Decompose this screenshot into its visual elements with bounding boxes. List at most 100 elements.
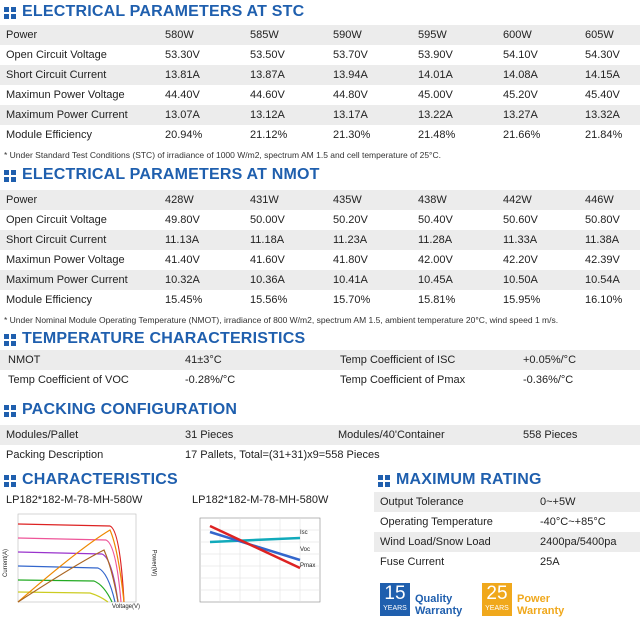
table-cell: 605W [585,29,614,41]
table-cell: Wind Load/Snow Load [380,536,491,548]
table-cell: 15.95% [503,294,541,306]
table-cell: 45.40V [585,89,620,101]
temp-curves [209,524,301,570]
axis-label: Power(W) [150,549,157,577]
table-cell: 31 Pieces [185,429,234,441]
table-cell: 21.48% [418,129,456,141]
table-cell: Short Circuit Current [6,69,107,81]
table-cell: 42.00V [418,254,453,266]
footnote: * Under Nominal Module Operating Tempera… [4,315,559,325]
table-cell: 14.15A [585,69,620,81]
table-row: Module Efficiency 15.45% 15.56% 15.70% 15.81… [0,290,640,310]
footnote: * Under Standard Test Conditions (STC) o… [4,150,441,160]
axis-label: Voltage(V) [112,604,141,610]
section-title: ELECTRICAL PARAMETERS AT NMOT [22,166,320,183]
table-row: Packing Description 17 Pallets, Total=(31… [0,445,640,465]
heading-icon [4,170,16,182]
table-cell: 10.45A [418,274,453,286]
table-cell: Maximum Power Current [6,274,128,286]
curve-label: Pmax [300,563,316,569]
table-cell: 590W [333,29,362,41]
table-cell: 13.17A [333,109,368,121]
table-cell: 11.38A [585,234,620,246]
table-cell: 580W [165,29,194,41]
table-cell: 13.94A [333,69,368,81]
warranty-badge: 15 YEARS [380,583,410,616]
table-row: Maximum Power Current 10.32A 10.36A 10.41A 1… [0,270,640,290]
table-cell: 595W [418,29,447,41]
table-cell: Temp Coefficient of Pmax [340,374,466,386]
heading-icon [4,7,16,19]
table-cell: Module Efficiency [6,294,93,306]
table-cell: 13.81A [165,69,200,81]
table-cell: 41.80V [333,254,368,266]
table-row: Open Circuit Voltage 53.30V 53.50V 53.70V 53… [0,45,640,65]
table-row: Short Circuit Current 11.13A 11.18A 11.23A 1… [0,230,640,250]
table-row: Wind Load/Snow Load 2400pa/5400pa [374,532,640,552]
table-cell: 42.20V [503,254,538,266]
table-row: Operating Temperature -40°C~+85°C [374,512,640,532]
table-cell: 53.90V [418,49,453,61]
table-cell: 558 Pieces [523,429,578,441]
table-cell: 442W [503,194,532,206]
table-cell: 14.01A [418,69,453,81]
warranty-badge: 25 YEARS [482,583,512,616]
table-cell: 585W [250,29,279,41]
table-cell: Maximum Power Current [6,109,128,121]
table-cell: 21.30% [333,129,371,141]
table-row: Maximun Power Voltage 41.40V 41.60V 41.80V 4… [0,250,640,270]
table-cell: Maximun Power Voltage [6,89,125,101]
table-cell: 21.84% [585,129,623,141]
table-cell: 44.40V [165,89,200,101]
table-cell: +0.05%/°C [523,354,577,366]
table-row: NMOT 41±3°C Temp Coefficient of ISC +0.05%/… [0,350,640,370]
table-cell: Packing Description [6,449,104,461]
table-cell: 50.60V [503,214,538,226]
table-row: Short Circuit Current 13.81A 13.87A 13.94A 1… [0,65,640,85]
table-cell: 10.32A [165,274,200,286]
table-cell: 10.36A [250,274,285,286]
warranty-label: Power Warranty [517,593,565,617]
table-cell: 11.33A [503,234,538,246]
table-cell: 50.20V [333,214,368,226]
table-cell: 50.80V [585,214,620,226]
table-cell: 11.28A [418,234,453,246]
table-cell: 15.70% [333,294,371,306]
table-cell: 15.56% [250,294,288,306]
chart-title: LP182*182-M-78-MH-580W [6,494,143,506]
section-title: CHARACTERISTICS [22,471,178,488]
table-cell: Modules/Pallet [6,429,79,441]
table-cell: 438W [418,194,447,206]
table-cell: 17 Pallets, Total=(31+31)x9=558 Pieces [185,449,380,461]
warranty-label: Quality Warranty [415,593,463,617]
table-cell: 49.80V [165,214,200,226]
table-cell: Temp Coefficient of VOC [8,374,129,386]
table-cell: 14.08A [503,69,538,81]
table-cell: 16.10% [585,294,623,306]
table-cell: 53.30V [165,49,200,61]
warranty-unit: YEARS [485,605,509,612]
table-cell: 13.27A [503,109,538,121]
table-cell: 53.70V [333,49,368,61]
curve-label: Voc [300,547,311,553]
axis-label: Current(A) [3,548,10,578]
table-cell: -0.36%/°C [523,374,574,386]
table-row: Power 428W 431W 435W 438W 442W 446W [0,190,640,210]
warranty-years: 15 [384,583,406,604]
table-cell: 15.45% [165,294,203,306]
table-cell: Modules/40'Container [338,429,445,441]
table-cell: Operating Temperature [380,516,493,528]
table-cell: 20.94% [165,129,203,141]
heading-icon [4,334,16,346]
table-cell: 10.41A [333,274,368,286]
table-cell: Fuse Current [380,556,445,568]
table-cell: 0~+5W [540,496,576,508]
table-cell: 13.22A [418,109,453,121]
table-cell: 45.20V [503,89,538,101]
table-row: Temp Coefficient of VOC -0.28%/°C Temp Coe… [0,370,640,390]
charts [17,513,321,603]
warranty-years: 25 [486,583,508,604]
table-cell: NMOT [8,354,41,366]
table-row: Maximun Power Voltage 44.40V 44.60V 44.80V 4… [0,85,640,105]
